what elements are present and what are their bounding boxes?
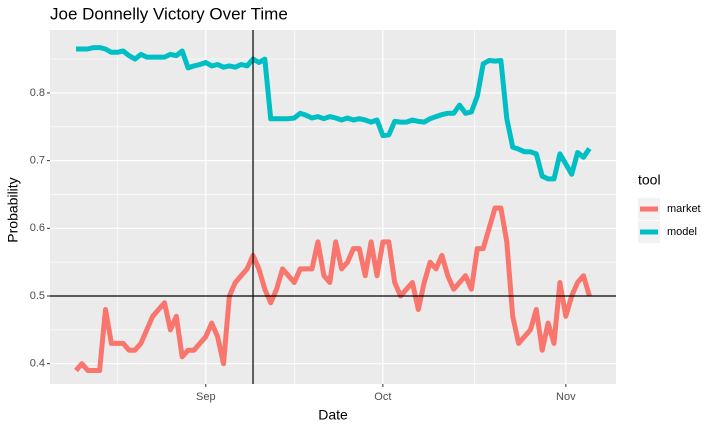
y-axis-label: Probability: [5, 177, 21, 242]
legend-label: market: [667, 203, 701, 215]
x-tick-label: Nov: [556, 391, 576, 403]
x-tick-label: Oct: [374, 391, 391, 403]
y-tick-label: 0.6: [30, 222, 45, 234]
y-tick-label: 0.5: [30, 290, 45, 302]
legend-label: model: [667, 226, 697, 238]
line-series: [76, 45, 592, 182]
plot-background: [50, 30, 616, 384]
y-tick-label: 0.7: [30, 155, 45, 167]
x-axis-label: Date: [318, 407, 348, 423]
x-tick-label: Sep: [196, 391, 216, 403]
chart-title: Joe Donnelly Victory Over Time: [50, 4, 288, 23]
legend-title: tool: [638, 172, 661, 188]
y-tick-label: 0.8: [30, 87, 45, 99]
y-tick-label: 0.4: [30, 358, 45, 370]
line-series: [74, 205, 592, 373]
